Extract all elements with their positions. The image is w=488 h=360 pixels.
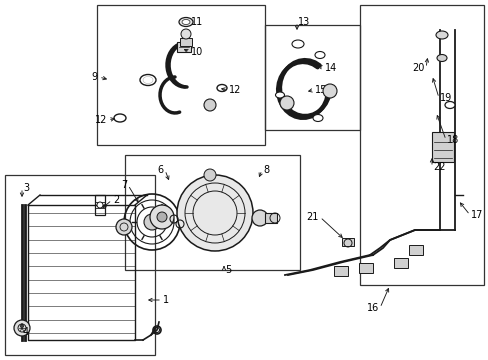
Ellipse shape xyxy=(275,92,284,98)
Text: 1: 1 xyxy=(163,295,169,305)
Text: 7: 7 xyxy=(121,180,127,190)
Ellipse shape xyxy=(291,40,304,48)
Ellipse shape xyxy=(182,19,190,24)
Circle shape xyxy=(203,99,216,111)
Text: 16: 16 xyxy=(366,303,378,313)
Text: 12: 12 xyxy=(228,85,241,95)
Circle shape xyxy=(97,202,103,208)
Bar xyxy=(358,263,372,273)
Text: 6: 6 xyxy=(158,165,163,175)
Ellipse shape xyxy=(114,114,126,122)
Bar xyxy=(359,5,483,285)
Text: 22: 22 xyxy=(432,162,445,172)
Text: 14: 14 xyxy=(325,63,337,73)
Text: 11: 11 xyxy=(191,17,203,27)
Ellipse shape xyxy=(435,31,447,39)
Circle shape xyxy=(14,320,30,336)
Circle shape xyxy=(116,219,132,235)
Bar xyxy=(264,213,276,223)
Text: 21: 21 xyxy=(306,212,318,222)
Text: 10: 10 xyxy=(191,47,203,57)
Text: 8: 8 xyxy=(263,165,268,175)
Circle shape xyxy=(251,210,267,226)
Bar xyxy=(5,175,155,355)
Ellipse shape xyxy=(140,75,156,85)
Text: 17: 17 xyxy=(470,210,482,220)
Text: 9: 9 xyxy=(92,72,98,82)
Text: 2: 2 xyxy=(113,195,119,205)
Circle shape xyxy=(150,205,174,229)
Circle shape xyxy=(157,212,167,222)
Text: 15: 15 xyxy=(314,85,326,95)
Ellipse shape xyxy=(179,18,193,27)
Circle shape xyxy=(143,214,160,230)
Text: 3: 3 xyxy=(23,183,29,193)
Ellipse shape xyxy=(444,102,454,108)
Circle shape xyxy=(280,96,293,110)
Circle shape xyxy=(323,84,336,98)
Bar xyxy=(264,25,359,130)
Bar xyxy=(333,266,347,276)
Text: 20: 20 xyxy=(412,63,424,73)
Bar xyxy=(177,42,191,52)
Text: 12: 12 xyxy=(95,115,107,125)
Ellipse shape xyxy=(436,54,446,62)
Circle shape xyxy=(181,29,191,39)
Text: 18: 18 xyxy=(446,135,458,145)
Text: 13: 13 xyxy=(297,17,309,27)
Bar xyxy=(431,132,453,162)
Text: 4: 4 xyxy=(23,327,29,337)
Ellipse shape xyxy=(314,51,325,58)
Text: 19: 19 xyxy=(439,93,451,103)
Bar xyxy=(125,155,299,270)
Bar xyxy=(341,238,353,246)
Bar xyxy=(95,195,105,215)
Bar xyxy=(180,38,192,46)
Ellipse shape xyxy=(217,85,226,91)
Bar xyxy=(97,5,264,145)
Bar xyxy=(408,245,422,255)
Bar xyxy=(393,258,407,268)
Circle shape xyxy=(177,175,252,251)
Ellipse shape xyxy=(312,114,323,122)
Ellipse shape xyxy=(142,77,153,84)
Circle shape xyxy=(203,169,216,181)
Text: 5: 5 xyxy=(224,265,231,275)
